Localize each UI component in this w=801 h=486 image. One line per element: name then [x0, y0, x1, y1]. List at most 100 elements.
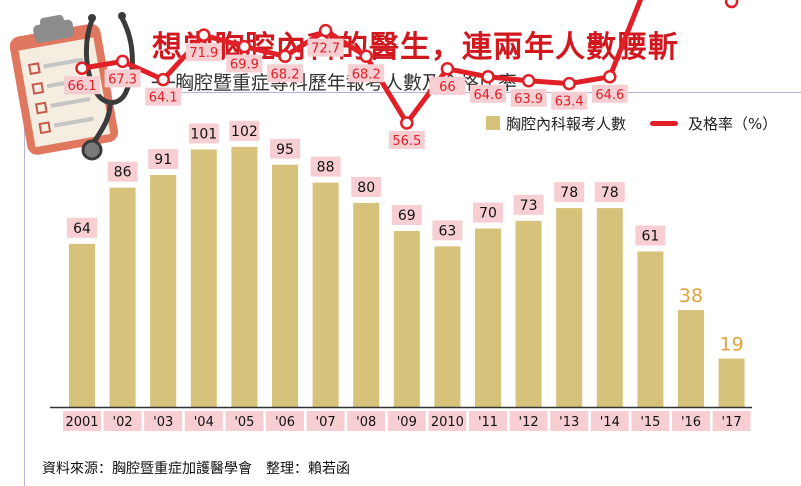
- bar-value-label: 69: [398, 208, 416, 224]
- x-tick-label: 2010: [431, 415, 464, 430]
- x-tick-bg: [712, 411, 751, 431]
- x-tick-label: '12: [519, 415, 539, 430]
- pass-rate-marker: [481, 70, 495, 84]
- x-tick-bg: [469, 411, 507, 431]
- bar-value-bg: [432, 220, 463, 241]
- bar-value-bg: [391, 205, 422, 226]
- pass-rate-marker: [359, 49, 373, 64]
- bar-value-bg: [473, 202, 503, 223]
- pass-rate-label: 64.6: [474, 88, 503, 103]
- x-tick-label: '16: [681, 415, 701, 430]
- bar: [718, 358, 745, 407]
- x-tick-bg: [550, 411, 589, 431]
- pass-rate-marker: [115, 54, 130, 69]
- legend-bar-label: 胸腔內科報考人數: [506, 115, 627, 133]
- pass-rate-marker: [400, 116, 414, 130]
- x-tick-bg: [347, 411, 386, 431]
- pass-rate-label-bg: [226, 54, 263, 73]
- bar: [393, 231, 420, 407]
- legend-bar-swatch: [486, 116, 500, 130]
- page-subtitle: ──胸腔暨重症專科歷年報考人數及合格比率: [152, 72, 517, 94]
- x-tick-label: '04: [194, 415, 214, 430]
- pass-rate-marker: [75, 61, 89, 75]
- x-tick-bg: [387, 411, 426, 431]
- pass-rate-label: 68.2: [271, 67, 300, 82]
- bar-value-label: 102: [231, 124, 258, 140]
- pass-rate-label-bg: [591, 84, 628, 103]
- bar: [150, 174, 177, 407]
- x-tick-bg: [103, 411, 142, 431]
- pass-rate-marker: [237, 39, 252, 54]
- bar-value-label: 63: [438, 223, 456, 239]
- left-rule: [24, 92, 25, 486]
- bar-value-label: 19: [720, 334, 744, 356]
- x-tick-bg: [184, 411, 223, 431]
- legend-line-label: 及格率（%）: [688, 115, 778, 133]
- pass-rate-label: 71.9: [189, 46, 218, 61]
- bar-value-label: 78: [560, 185, 578, 201]
- bar-value-bg: [310, 156, 341, 177]
- pass-rate-label-bg: [348, 64, 385, 83]
- bar-value-label: 86: [114, 165, 132, 181]
- x-tick-bg: [428, 411, 467, 431]
- pass-rate-label: 66.1: [68, 79, 97, 94]
- bar-value-label: 73: [520, 198, 538, 214]
- x-tick-bg: [306, 411, 345, 431]
- bar-value-bg: [229, 120, 260, 141]
- pass-rate-label: 66: [439, 80, 456, 95]
- bar-value-bg: [554, 182, 585, 203]
- pass-rate-label-bg: [470, 84, 506, 103]
- bar-value-bg: [594, 182, 625, 203]
- pass-rate-marker: [197, 28, 211, 42]
- pass-rate-label-bg: [429, 76, 466, 95]
- x-tick-bg: [509, 411, 548, 431]
- bar-value-bg: [513, 194, 544, 215]
- x-tick-bg: [144, 411, 183, 431]
- bar: [515, 220, 542, 407]
- bar-value-label: 38: [679, 285, 703, 307]
- bar-value-label: 78: [601, 185, 619, 201]
- pass-rate-marker: [724, 0, 739, 9]
- pass-rate-marker: [318, 23, 333, 38]
- x-tick-bg: [672, 411, 710, 431]
- x-tick-label: '08: [356, 415, 376, 430]
- bar-value-bg: [188, 123, 219, 144]
- pass-rate-label: 64.1: [149, 91, 178, 106]
- bar: [475, 228, 501, 407]
- source-note: 資料來源：胸腔暨重症加護醫學會 整理：賴若函: [42, 461, 350, 477]
- bar-value-bg: [635, 225, 666, 246]
- bar: [231, 146, 258, 407]
- bar: [596, 208, 623, 407]
- x-tick-label: '06: [275, 415, 295, 430]
- bar-value-bg: [270, 138, 300, 159]
- bar-value-bg: [148, 148, 179, 169]
- pass-rate-label: 72.7: [311, 42, 340, 57]
- pass-rate-label: 68.2: [352, 67, 381, 82]
- bar: [353, 203, 380, 407]
- x-tick-label: '11: [478, 415, 498, 430]
- bar-value-label: 70: [479, 206, 497, 222]
- bar-value-label: 80: [357, 180, 375, 196]
- x-tick-label: '07: [316, 415, 336, 430]
- pass-rate-label: 64.6: [595, 88, 624, 103]
- x-tick-label: '09: [397, 415, 417, 430]
- bar: [434, 246, 461, 407]
- pass-rate-label: 56.5: [392, 134, 421, 149]
- bar-value-bg: [67, 217, 97, 238]
- pass-rate-label: 69.9: [230, 58, 259, 73]
- bar: [556, 208, 583, 407]
- bar-value-label: 88: [317, 160, 335, 176]
- pass-rate-label-bg: [64, 76, 100, 95]
- bar: [678, 310, 704, 407]
- x-tick-label: '13: [559, 415, 579, 430]
- x-tick-bg: [590, 411, 629, 431]
- bar-value-label: 61: [641, 228, 659, 244]
- pass-rate-label-bg: [185, 43, 222, 62]
- bar-value-label: 91: [154, 152, 172, 168]
- x-tick-bg: [63, 411, 101, 431]
- pass-rate-label-bg: [388, 130, 425, 149]
- pass-rate-label: 63.4: [555, 95, 584, 110]
- bar-value-label: 101: [190, 126, 217, 142]
- x-tick-bg: [631, 411, 670, 431]
